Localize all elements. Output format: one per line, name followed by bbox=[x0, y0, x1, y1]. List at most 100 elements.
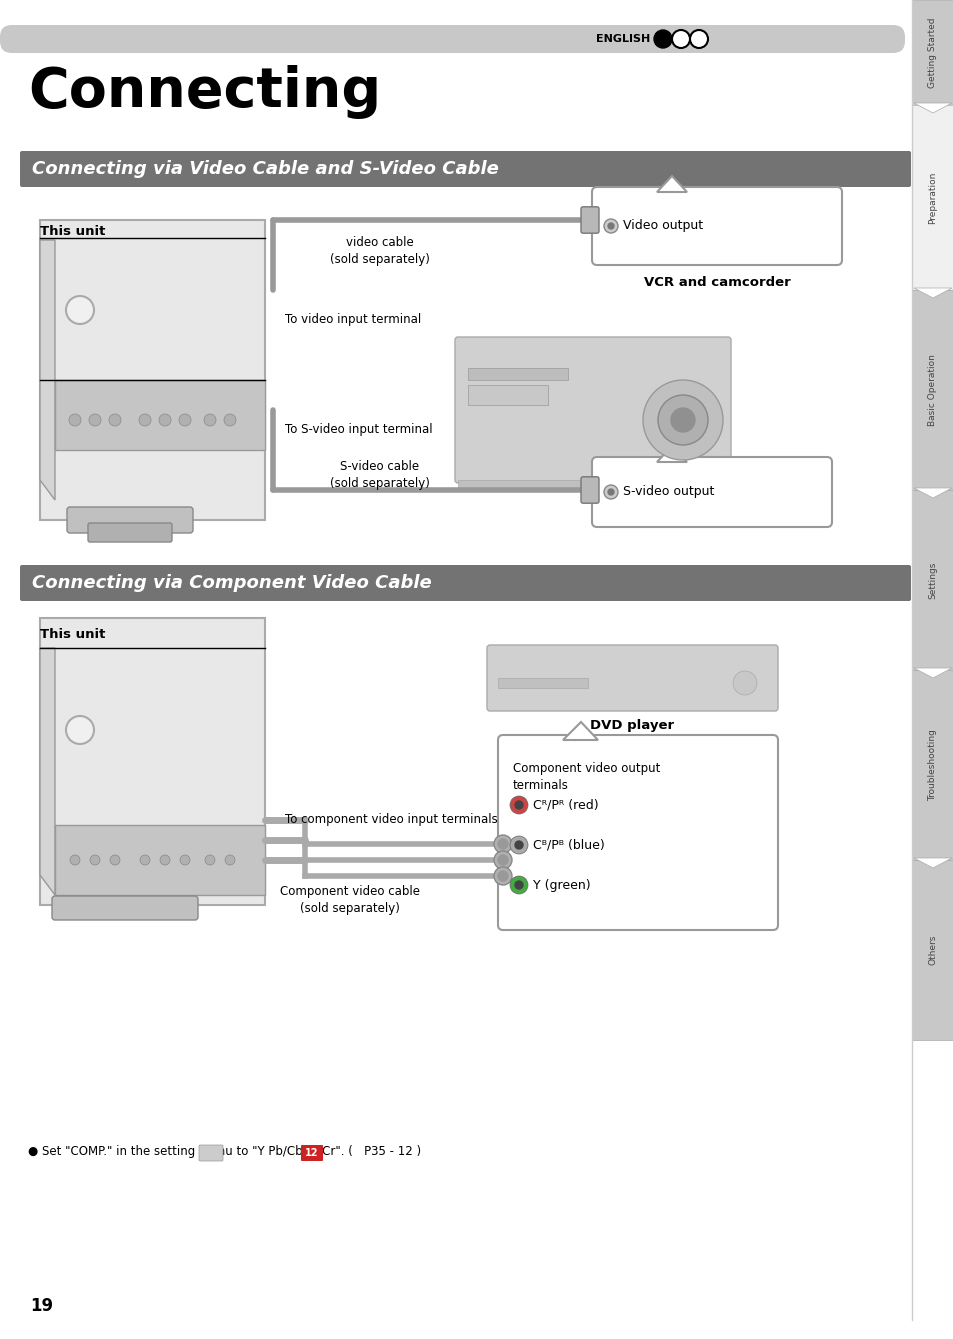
Text: ENGLISH: ENGLISH bbox=[595, 33, 649, 44]
FancyBboxPatch shape bbox=[580, 477, 598, 503]
Text: Others: Others bbox=[927, 935, 937, 965]
FancyBboxPatch shape bbox=[580, 206, 598, 233]
FancyBboxPatch shape bbox=[52, 896, 198, 920]
Polygon shape bbox=[562, 722, 598, 740]
Text: To video input terminal: To video input terminal bbox=[285, 313, 421, 327]
Circle shape bbox=[603, 220, 618, 233]
Text: Y (green): Y (green) bbox=[533, 878, 590, 892]
Text: Basic Operation: Basic Operation bbox=[927, 353, 937, 426]
Bar bbox=[457, 479, 667, 487]
FancyBboxPatch shape bbox=[486, 645, 778, 711]
FancyBboxPatch shape bbox=[455, 337, 730, 483]
Text: Connecting via Video Cable and S-Video Cable: Connecting via Video Cable and S-Video C… bbox=[32, 159, 498, 178]
FancyBboxPatch shape bbox=[88, 524, 172, 542]
FancyBboxPatch shape bbox=[592, 457, 831, 528]
Circle shape bbox=[109, 414, 121, 426]
Circle shape bbox=[159, 414, 171, 426]
Text: VCR and camcorder: VCR and camcorder bbox=[643, 276, 789, 288]
Circle shape bbox=[671, 29, 689, 48]
Circle shape bbox=[90, 856, 100, 865]
Text: Troubleshooting: Troubleshooting bbox=[927, 728, 937, 801]
Bar bbox=[911, 860, 953, 1040]
Circle shape bbox=[658, 395, 707, 445]
Circle shape bbox=[180, 856, 190, 865]
Text: This unit: This unit bbox=[40, 225, 105, 238]
Circle shape bbox=[69, 414, 81, 426]
Polygon shape bbox=[913, 103, 951, 112]
Bar bbox=[911, 104, 953, 291]
Circle shape bbox=[732, 671, 757, 695]
Text: To S-video input terminal: To S-video input terminal bbox=[285, 423, 432, 437]
Circle shape bbox=[110, 856, 120, 865]
Text: Cᴮ/Pᴮ (blue): Cᴮ/Pᴮ (blue) bbox=[533, 838, 604, 852]
Polygon shape bbox=[40, 240, 55, 499]
Circle shape bbox=[139, 414, 151, 426]
Bar bbox=[911, 0, 953, 104]
Circle shape bbox=[497, 870, 507, 881]
Circle shape bbox=[494, 866, 512, 885]
Circle shape bbox=[224, 414, 235, 426]
Polygon shape bbox=[913, 668, 951, 678]
Polygon shape bbox=[657, 446, 686, 462]
FancyBboxPatch shape bbox=[199, 1145, 223, 1161]
Circle shape bbox=[204, 414, 215, 426]
Text: Connecting: Connecting bbox=[28, 66, 381, 119]
FancyBboxPatch shape bbox=[20, 151, 910, 187]
Text: Component video output
terminals: Component video output terminals bbox=[513, 762, 659, 791]
Text: DVD player: DVD player bbox=[590, 719, 674, 732]
Bar bbox=[497, 678, 587, 688]
Circle shape bbox=[515, 841, 522, 849]
Text: S-video cable
(sold separately): S-video cable (sold separately) bbox=[330, 461, 430, 490]
Polygon shape bbox=[913, 487, 951, 498]
FancyBboxPatch shape bbox=[0, 25, 904, 54]
Circle shape bbox=[515, 881, 522, 889]
Text: ● Set "COMP." in the setting menu to "Y Pb/Cb Pr/Cr". (   P35 - 12 ): ● Set "COMP." in the setting menu to "Y … bbox=[28, 1145, 420, 1158]
FancyBboxPatch shape bbox=[20, 565, 910, 601]
Bar bbox=[911, 291, 953, 490]
Bar bbox=[911, 670, 953, 860]
FancyBboxPatch shape bbox=[592, 187, 841, 265]
Circle shape bbox=[160, 856, 170, 865]
Bar bbox=[911, 490, 953, 670]
Bar bbox=[55, 825, 265, 894]
Circle shape bbox=[70, 856, 80, 865]
Text: 19: 19 bbox=[30, 1297, 53, 1315]
Circle shape bbox=[607, 489, 614, 495]
Text: 12: 12 bbox=[305, 1148, 318, 1158]
Circle shape bbox=[689, 29, 707, 48]
Bar bbox=[468, 386, 547, 404]
FancyBboxPatch shape bbox=[497, 735, 778, 931]
Text: Component video cable
(sold separately): Component video cable (sold separately) bbox=[280, 885, 419, 915]
Circle shape bbox=[66, 716, 94, 744]
Text: Connecting via Component Video Cable: Connecting via Component Video Cable bbox=[32, 574, 432, 592]
Bar bbox=[55, 380, 265, 450]
Circle shape bbox=[494, 836, 512, 853]
Circle shape bbox=[642, 380, 722, 461]
Circle shape bbox=[497, 840, 507, 849]
FancyBboxPatch shape bbox=[67, 507, 193, 533]
Text: S-video output: S-video output bbox=[622, 486, 714, 498]
FancyBboxPatch shape bbox=[301, 1145, 323, 1161]
Polygon shape bbox=[657, 175, 686, 191]
Polygon shape bbox=[913, 288, 951, 299]
Circle shape bbox=[497, 856, 507, 865]
FancyBboxPatch shape bbox=[40, 619, 265, 905]
FancyBboxPatch shape bbox=[40, 220, 265, 520]
Circle shape bbox=[515, 801, 522, 809]
Circle shape bbox=[494, 852, 512, 869]
Text: This unit: This unit bbox=[40, 628, 105, 641]
Text: To component video input terminals: To component video input terminals bbox=[285, 814, 497, 826]
Polygon shape bbox=[913, 858, 951, 868]
Circle shape bbox=[66, 296, 94, 324]
Bar bbox=[468, 368, 567, 380]
Text: video cable
(sold separately): video cable (sold separately) bbox=[330, 236, 430, 266]
Polygon shape bbox=[40, 648, 55, 894]
Circle shape bbox=[607, 224, 614, 229]
Text: Video output: Video output bbox=[622, 220, 702, 233]
Circle shape bbox=[510, 795, 527, 814]
Circle shape bbox=[510, 876, 527, 894]
Circle shape bbox=[179, 414, 191, 426]
Text: Getting Started: Getting Started bbox=[927, 17, 937, 88]
Circle shape bbox=[654, 29, 671, 48]
Circle shape bbox=[225, 856, 234, 865]
